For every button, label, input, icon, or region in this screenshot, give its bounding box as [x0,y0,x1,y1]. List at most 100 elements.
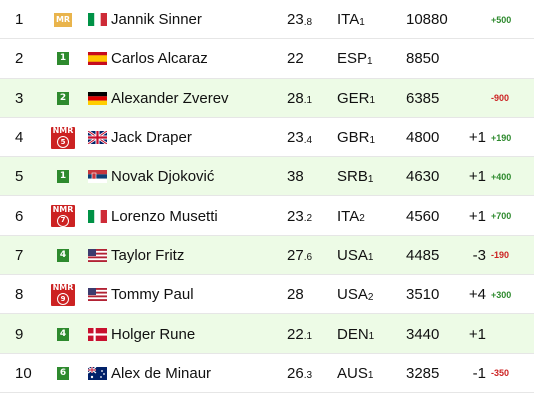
player-name[interactable]: Tommy Paul [111,286,194,304]
flag-cell [88,79,108,118]
ranking-points: 4560 [406,207,440,225]
player-age: 23.2 [287,207,313,225]
rank-movement: -1 [472,364,486,382]
points-change: +400 [491,171,512,182]
rank-number: 4 [15,129,24,147]
rank-movement [464,0,486,39]
badge-cell: 4 [50,236,76,275]
table-row: 8 NMR 9 Tommy Paul 28 USA 2 3510 +4 +300 [0,275,534,315]
ranking-points: 3285 [406,364,440,382]
table-row: 1 MR Jannik Sinner 23.8 ITA 1 10880 +500 [0,0,534,40]
denmark-flag-icon [88,327,107,341]
nmr-badge: NMR 7 [51,205,75,228]
points-change: -190 [491,250,510,261]
serbia-flag-icon [88,170,107,184]
rank-movement: +1 [468,129,486,147]
table-row: 5 1 Novak Djoković 38 SRB 1 4630 +1 +400 [0,157,534,197]
italy-flag-icon [88,209,107,223]
player-age: 38 [287,168,304,186]
points-change: +300 [491,289,512,300]
player-name[interactable]: Jannik Sinner [111,11,202,29]
italy-flag-icon [88,13,107,27]
badge-cell: 1 [50,157,76,196]
rank-change-badge: 4 [56,327,70,341]
badge-cell: MR [50,0,76,39]
ranking-points: 10880 [406,11,448,29]
player-age: 23.4 [287,129,313,147]
country-code: AUS 1 [337,364,374,382]
nmr-badge: NMR 9 [51,283,75,306]
mr-badge: MR [53,12,73,27]
player-age: 23.8 [287,11,313,29]
rank-movement: +4 [468,286,486,304]
rank-number: 5 [15,168,24,186]
player-name[interactable]: Taylor Fritz [111,246,185,264]
spain-flag-icon [88,52,107,66]
rankings-table: 1 MR Jannik Sinner 23.8 ITA 1 10880 +500 … [0,0,534,393]
player-age: 27.6 [287,246,313,264]
rank-movement: +1 [468,207,486,225]
player-age: 22 [287,50,304,68]
ranking-points: 6385 [406,89,440,107]
rank-movement: -3 [472,246,486,264]
country-code: SRB 1 [337,168,374,186]
player-age: 28 [287,286,304,304]
points-change: -900 [491,93,510,104]
rank-number: 3 [15,89,24,107]
ranking-points: 8850 [406,50,440,68]
country-code: GBR 1 [337,129,376,147]
points-change: +700 [491,211,512,222]
player-name[interactable]: Novak Djoković [111,168,215,186]
germany-flag-icon [88,91,107,105]
rank-number: 6 [15,207,24,225]
country-code: ITA 1 [337,11,365,29]
usa-flag-icon [88,248,107,262]
flag-cell [88,314,108,353]
ranking-points: 3510 [406,286,440,304]
points-change: +500 [491,14,512,25]
flag-cell [88,157,108,196]
points-change: -350 [491,368,510,379]
badge-cell: 6 [50,354,76,393]
rank-number: 10 [15,364,32,382]
table-row: 3 2 Alexander Zverev 28.1 GER 1 6385 -900 [0,78,534,118]
table-row: 6 NMR 7 Lorenzo Musetti 23.2 ITA 2 4560 +… [0,196,534,236]
player-name[interactable]: Holger Rune [111,325,196,343]
rank-number: 2 [15,50,24,68]
player-name[interactable]: Alexander Zverev [111,89,229,107]
badge-cell: NMR 7 [50,196,76,235]
uk-flag-icon [88,131,107,145]
player-name[interactable]: Lorenzo Musetti [111,207,218,225]
player-name[interactable]: Carlos Alcaraz [111,50,208,68]
rank-movement [464,79,486,118]
badge-cell: 2 [50,79,76,118]
rank-change-badge: 1 [56,170,70,184]
country-code: ESP 1 [337,50,373,68]
rank-change-badge: 1 [56,52,70,66]
australia-flag-icon [88,366,107,380]
player-age: 28.1 [287,89,313,107]
points-change: +190 [491,132,512,143]
ranking-points: 3440 [406,325,440,343]
flag-cell [88,275,108,314]
rank-number: 1 [15,11,24,29]
ranking-points: 4630 [406,168,440,186]
badge-cell: NMR 5 [50,118,76,157]
rank-number: 9 [15,325,24,343]
badge-cell: 4 [50,314,76,353]
flag-cell [88,39,108,78]
player-name[interactable]: Jack Draper [111,129,192,147]
country-code: GER 1 [337,89,376,107]
country-code: DEN 1 [337,325,375,343]
country-code: USA 2 [337,286,374,304]
nmr-badge: NMR 5 [51,126,75,149]
country-code: USA 1 [337,246,374,264]
player-name[interactable]: Alex de Minaur [111,364,212,382]
flag-cell [88,0,108,39]
country-code: ITA 2 [337,207,365,225]
rank-change-badge: 4 [56,248,70,262]
rank-movement: +1 [468,325,486,343]
ranking-points: 4485 [406,246,440,264]
rank-movement [464,39,486,78]
rank-change-badge: 2 [56,91,70,105]
